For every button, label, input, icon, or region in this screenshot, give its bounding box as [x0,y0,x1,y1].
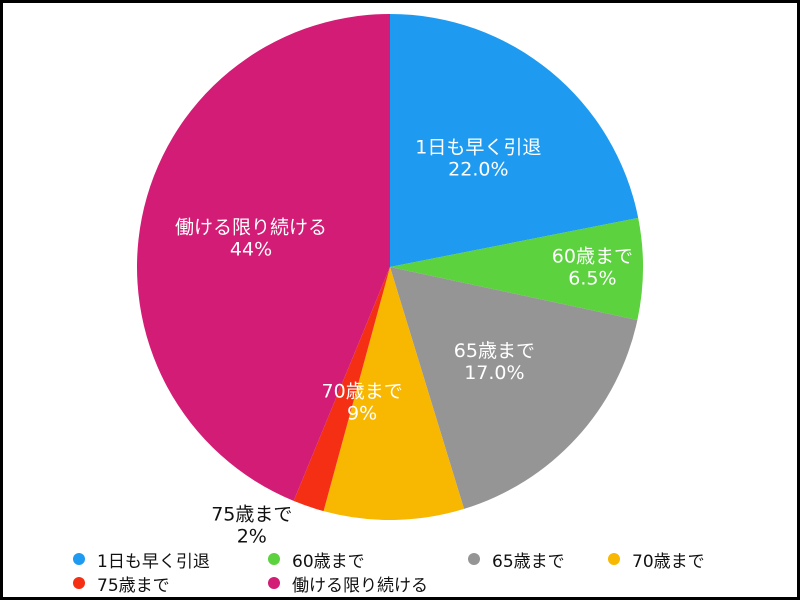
slice-label: 70歳まで 9% [322,381,403,425]
legend-label: 65歳まで [492,551,565,572]
legend-item: 65歳まで [468,549,608,572]
legend-item: 75歳まで [73,573,268,596]
legend-label: 働ける限り続ける [292,575,428,596]
slice-label: 65歳まで 17.0% [454,340,535,384]
legend-item: 70歳まで [608,549,773,572]
legend-item: 60歳まで [268,549,468,572]
legend-item: 働ける限り続ける [268,573,468,596]
pie-slice [136,14,390,501]
slice-label: 75歳まで 2% [211,503,292,547]
legend-swatch [73,577,85,589]
legend: 1日も早く引退 60歳まで 65歳まで 70歳まで 75歳まで 働ける限り続ける [73,549,773,596]
legend-swatch [268,577,280,589]
pie-chart: 1日も早く引退 22.0% 60歳まで 6.5% 65歳まで 17.0% 70歳まで 9% 75… [136,14,643,547]
legend-label: 70歳まで [632,551,705,572]
legend-label: 1日も早く引退 [97,551,210,572]
pie-slice [390,217,643,320]
legend-swatch [468,553,480,565]
legend-swatch [608,553,620,565]
legend-label: 75歳まで [97,575,170,596]
slice-label: 60歳まで 6.5% [552,246,633,290]
legend-swatch [73,553,85,565]
slice-label: 1日も早く引退 22.0% [415,136,541,180]
legend-label: 60歳まで [292,551,365,572]
legend-swatch [268,553,280,565]
pie-slice [293,267,390,512]
legend-item: 1日も早く引退 [73,549,268,572]
pie-slice [390,14,639,267]
pie-slice [390,267,638,509]
slice-label: 働ける限り続ける 44% [175,216,327,260]
pie-slice [323,267,465,520]
